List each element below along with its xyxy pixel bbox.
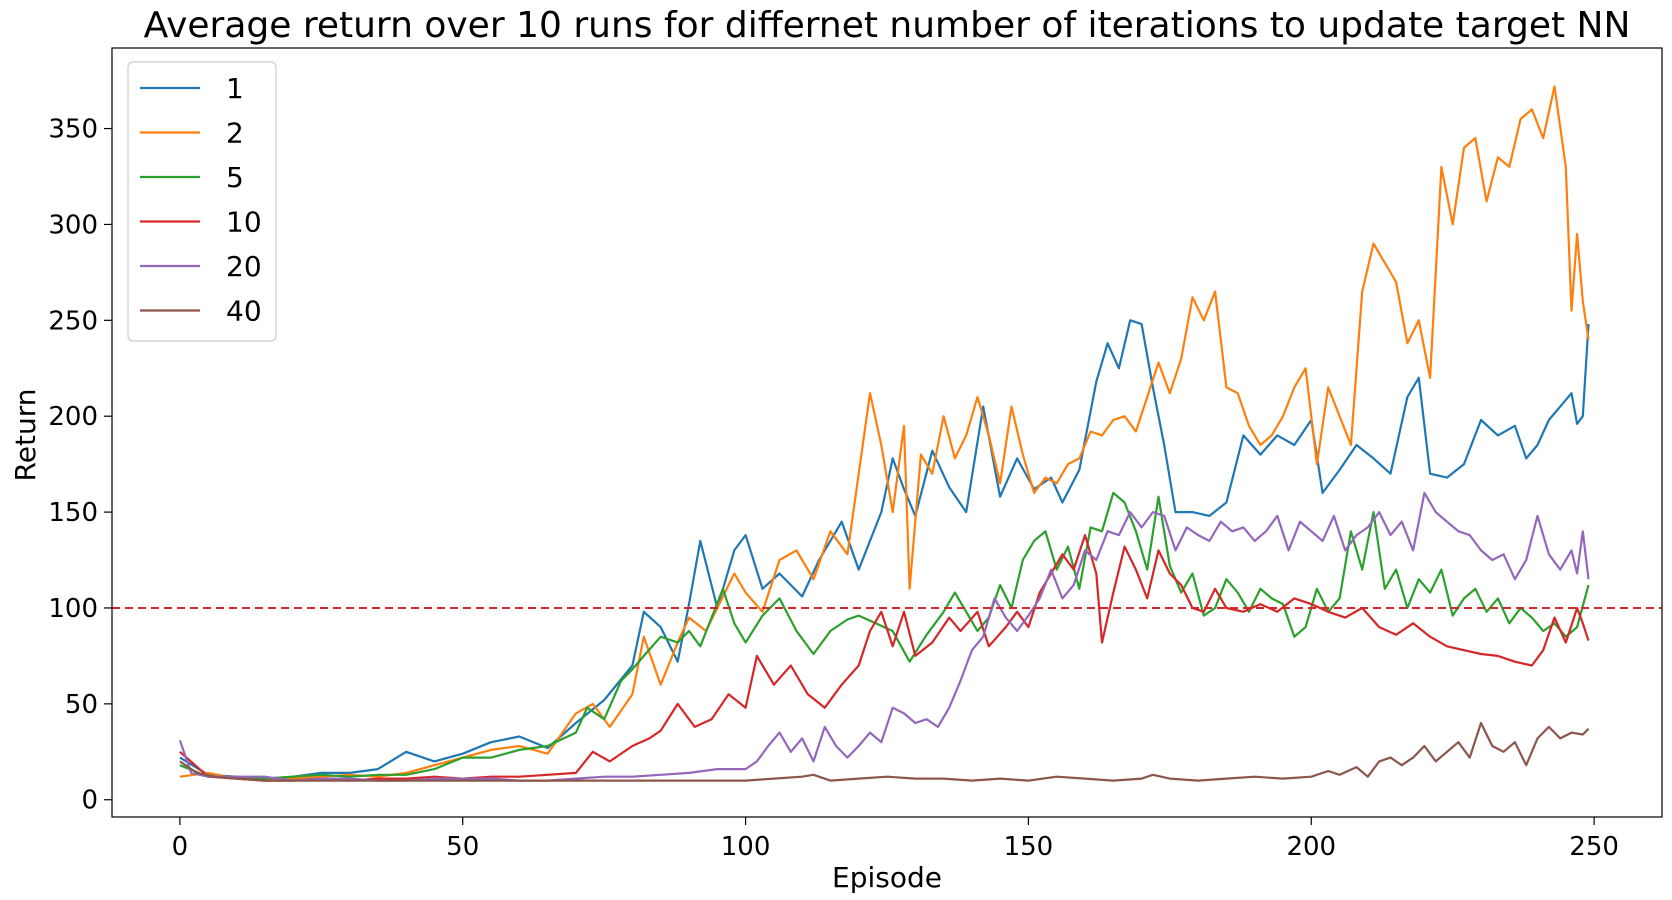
legend: 1 2 5 10 20 40 xyxy=(127,61,277,342)
plot-area xyxy=(112,85,1662,782)
x-tick-label: 100 xyxy=(721,832,771,862)
y-tick-label: 250 xyxy=(48,306,98,336)
y-tick-label: 100 xyxy=(48,594,98,624)
chart-title: Average return over 10 runs for differne… xyxy=(144,5,1631,46)
series-line-5 xyxy=(179,491,1590,780)
series-line-10 xyxy=(179,534,1590,782)
series-line-2 xyxy=(179,85,1590,782)
series-line-20 xyxy=(178,491,1590,782)
x-axis-title: Episode xyxy=(832,861,942,894)
x-tick-label: 0 xyxy=(172,832,189,862)
legend-label-5: 5 xyxy=(226,161,244,194)
legend-label-40: 40 xyxy=(226,295,262,328)
x-tick-label: 200 xyxy=(1286,832,1336,862)
x-tick-label: 250 xyxy=(1569,832,1619,862)
y-tick-label: 300 xyxy=(48,210,98,240)
series-line-1 xyxy=(179,319,1590,780)
y-tick-label: 50 xyxy=(65,690,98,720)
y-tick-label: 200 xyxy=(48,402,98,432)
legend-label-20: 20 xyxy=(226,250,262,283)
x-tick-label: 50 xyxy=(446,832,479,862)
plot-frame xyxy=(111,47,1663,818)
legend-label-10: 10 xyxy=(226,206,262,239)
legend-label-2: 2 xyxy=(226,117,244,150)
y-tick-label: 350 xyxy=(48,115,98,145)
y-tick-label: 0 xyxy=(81,786,98,816)
series-line-40 xyxy=(179,721,1590,782)
x-tick-label: 150 xyxy=(1004,832,1054,862)
y-tick-label: 150 xyxy=(48,498,98,528)
legend-label-1: 1 xyxy=(226,72,244,105)
axes: 0 50 100 150 200 250 0 50 100 150 200 250 300 350 xyxy=(48,47,1663,862)
y-axis-title: Return xyxy=(9,389,42,482)
